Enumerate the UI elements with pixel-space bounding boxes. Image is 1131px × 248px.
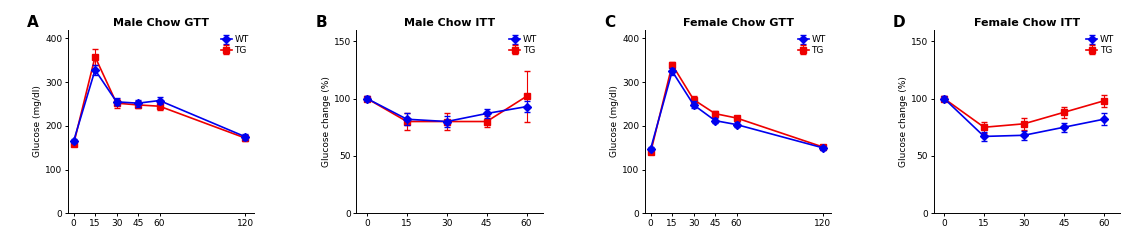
- Legend: WT, TG: WT, TG: [1086, 34, 1115, 56]
- Text: B: B: [316, 15, 327, 30]
- Text: D: D: [892, 15, 905, 30]
- Title: Male Chow ITT: Male Chow ITT: [404, 18, 495, 28]
- Legend: WT, TG: WT, TG: [509, 34, 538, 56]
- Text: A: A: [27, 15, 38, 30]
- Y-axis label: Glucose (mg/dl): Glucose (mg/dl): [33, 86, 42, 157]
- Y-axis label: Glucose change (%): Glucose change (%): [322, 76, 331, 167]
- Y-axis label: Glucose change (%): Glucose change (%): [899, 76, 908, 167]
- Legend: WT, TG: WT, TG: [797, 34, 827, 56]
- Title: Male Chow GTT: Male Chow GTT: [113, 18, 209, 28]
- Title: Female Chow ITT: Female Chow ITT: [974, 18, 1080, 28]
- Legend: WT, TG: WT, TG: [219, 34, 250, 56]
- Text: C: C: [604, 15, 615, 30]
- Y-axis label: Glucose (mg/dl): Glucose (mg/dl): [611, 86, 620, 157]
- Title: Female Chow GTT: Female Chow GTT: [682, 18, 794, 28]
